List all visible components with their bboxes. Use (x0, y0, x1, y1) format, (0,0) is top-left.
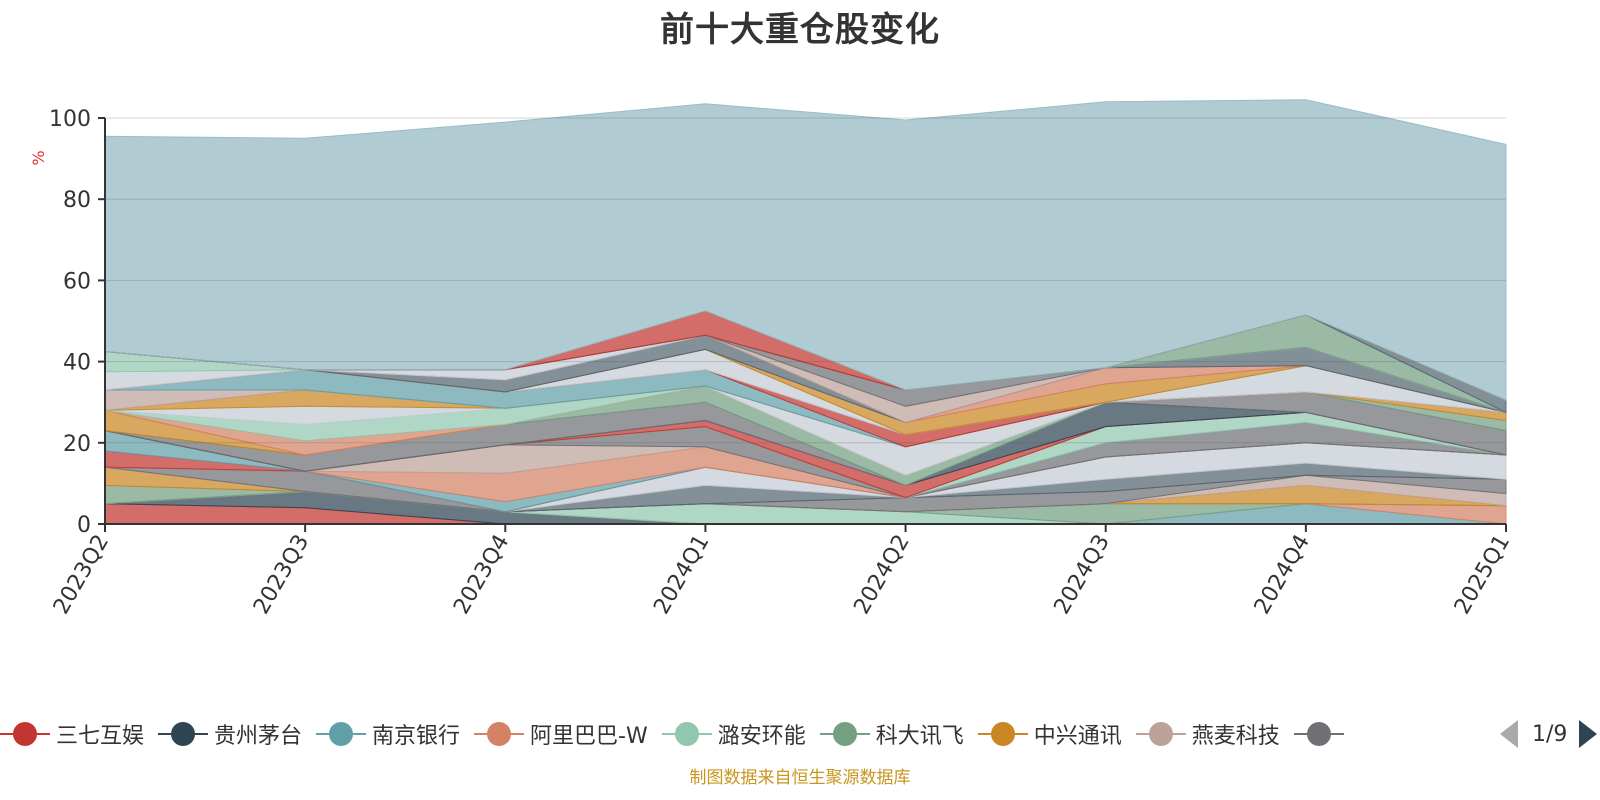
legend-pager: 1/9 (1500, 716, 1598, 752)
y-axis-label: % (29, 150, 48, 165)
legend-label: 阿里巴巴-W (530, 724, 648, 749)
legend-label: 科大讯飞 (875, 724, 964, 749)
legend-label: 贵州茅台 (214, 724, 303, 749)
legend-item[interactable]: 南京银行 (316, 718, 460, 750)
y-tick-label: 100 (49, 107, 91, 132)
legend-swatch (158, 722, 209, 746)
legend-item[interactable]: 科大讯飞 (819, 718, 964, 750)
legend-label: 三七互娱 (56, 724, 145, 749)
legend-label: 中兴通讯 (1033, 724, 1122, 749)
legend-item[interactable]: 潞安环能 (661, 718, 806, 750)
legend-swatch (474, 722, 525, 746)
legend-item[interactable] (1293, 718, 1350, 750)
x-tick-label: 2024Q4 (1250, 531, 1315, 619)
area-layer (104, 99, 1507, 525)
legend-label: 燕麦科技 (1191, 724, 1280, 749)
legend-label: 南京银行 (372, 724, 461, 749)
legend-page-indicator: 1/9 (1532, 721, 1568, 747)
x-tick-label: 2024Q3 (1050, 531, 1115, 619)
y-tick-label: 60 (63, 269, 91, 294)
x-tick-label: 2024Q2 (849, 531, 914, 619)
legend-item[interactable]: 贵州茅台 (158, 718, 302, 750)
x-tick-label: 2023Q3 (249, 531, 314, 619)
legend-swatch (819, 722, 870, 746)
legend-swatch (977, 722, 1028, 746)
chart-title: 前十大重仓股变化 (660, 10, 940, 50)
legend-swatch (1135, 722, 1186, 746)
legend-item[interactable]: 中兴通讯 (977, 718, 1122, 750)
x-tick-label: 2024Q1 (649, 531, 714, 619)
y-tick-label: 20 (63, 432, 91, 457)
legend-prev-icon[interactable] (1500, 720, 1518, 748)
source-note: 制图数据来自恒生聚源数据库 (689, 768, 911, 788)
legend-next-icon[interactable] (1579, 720, 1598, 748)
chart-area: 0 20 40 60 80 100% 2023Q2 2023Q3 2023Q4 2024Q1 202… (29, 99, 1515, 619)
legend-swatch (0, 722, 50, 746)
x-tick-label: 2023Q4 (449, 531, 514, 619)
x-tick-label: 2025Q1 (1450, 531, 1515, 619)
legend-swatch (1293, 722, 1344, 746)
legend-item[interactable]: 燕麦科技 (1135, 718, 1280, 750)
y-tick-label: 40 (63, 351, 91, 376)
legend-item[interactable]: 三七互娱 (0, 718, 144, 750)
legend-item[interactable]: 阿里巴巴-W (474, 718, 648, 750)
legend: 三七互娱 贵州茅台 南京银行 阿里巴巴-W 潞安环能 科大讯飞 中兴通讯 燕麦科技 (0, 716, 1600, 752)
y-tick-label: 0 (77, 513, 91, 538)
legend-items: 三七互娱 贵州茅台 南京银行 阿里巴巴-W 潞安环能 科大讯飞 中兴通讯 燕麦科技 (0, 718, 1482, 750)
legend-swatch (316, 722, 367, 746)
legend-swatch (661, 722, 712, 746)
x-tick-label: 2023Q2 (49, 531, 114, 619)
area-series-40 (104, 99, 1507, 401)
legend-label: 潞安环能 (717, 724, 806, 749)
y-tick-label: 80 (63, 188, 91, 213)
